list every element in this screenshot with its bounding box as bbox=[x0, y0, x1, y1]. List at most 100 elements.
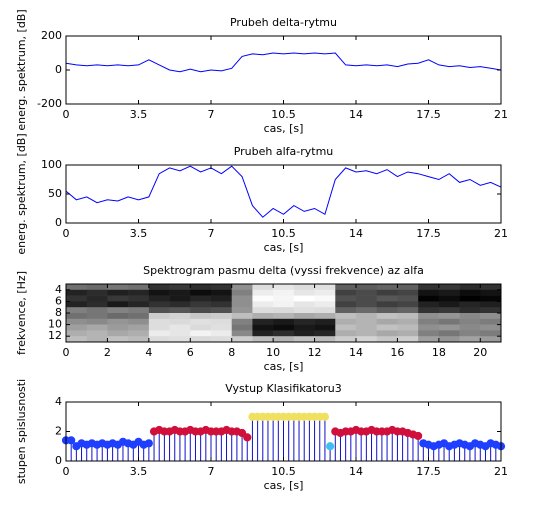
heatmap-cell bbox=[356, 307, 378, 314]
heatmap-cell bbox=[418, 289, 440, 296]
heatmap-cell bbox=[480, 301, 502, 308]
heatmap-cell bbox=[107, 318, 129, 325]
heatmap-cell bbox=[418, 318, 440, 325]
heatmap-cell bbox=[293, 324, 315, 331]
y-axis-label: stupen spislusnosti bbox=[15, 379, 28, 484]
heatmap-cell bbox=[148, 336, 170, 343]
x-tick-label: 0 bbox=[63, 108, 70, 121]
heatmap-cell bbox=[252, 330, 274, 337]
heatmap-cell bbox=[66, 289, 88, 296]
x-tick-label: 3.5 bbox=[130, 227, 148, 240]
heatmap-cell bbox=[66, 318, 88, 325]
heatmap-cell bbox=[148, 330, 170, 337]
x-tick-label: 10.5 bbox=[271, 108, 296, 121]
x-tick-label: 8 bbox=[228, 346, 235, 359]
heatmap-cell bbox=[231, 336, 253, 343]
heatmap-cell bbox=[252, 313, 274, 320]
heatmap-cell bbox=[335, 324, 357, 331]
x-tick-label: 3.5 bbox=[130, 108, 148, 121]
heatmap-cell bbox=[356, 313, 378, 320]
heatmap-cell bbox=[211, 313, 233, 320]
heatmap-cell bbox=[107, 289, 129, 296]
heatmap-cell bbox=[418, 324, 440, 331]
heatmap-cell bbox=[128, 324, 150, 331]
heatmap-cell bbox=[438, 336, 460, 343]
heatmap-cell bbox=[376, 307, 398, 314]
heatmap-cell bbox=[148, 307, 170, 314]
heatmap-cell bbox=[148, 301, 170, 308]
heatmap-cell bbox=[376, 336, 398, 343]
heatmap-cell bbox=[231, 313, 253, 320]
x-axis-label: cas, [s] bbox=[264, 479, 304, 492]
x-axis-label: cas, [s] bbox=[264, 241, 304, 254]
heatmap-cell bbox=[459, 313, 481, 320]
heatmap-cell bbox=[335, 284, 357, 291]
x-tick-label: 7 bbox=[208, 465, 215, 478]
heatmap-cell bbox=[480, 318, 502, 325]
heatmap-cell bbox=[148, 284, 170, 291]
x-tick-label: 10.5 bbox=[271, 465, 296, 478]
x-tick-label: 14 bbox=[349, 108, 363, 121]
heatmap-cell bbox=[128, 301, 150, 308]
heatmap-cell bbox=[480, 336, 502, 343]
heatmap-cell bbox=[148, 289, 170, 296]
axes-box bbox=[65, 35, 502, 105]
heatmap-cell bbox=[293, 295, 315, 302]
heatmap-cell bbox=[148, 295, 170, 302]
heatmap-cell bbox=[356, 336, 378, 343]
heatmap-cell bbox=[376, 313, 398, 320]
heatmap-cell bbox=[459, 324, 481, 331]
x-tick-label: 18 bbox=[432, 346, 446, 359]
heatmap-cell bbox=[252, 301, 274, 308]
heatmap-cell bbox=[169, 336, 191, 343]
heatmap-cell bbox=[438, 295, 460, 302]
heatmap-cell bbox=[211, 318, 233, 325]
heatmap-cell bbox=[314, 307, 336, 314]
heatmap-cell bbox=[107, 336, 129, 343]
heatmap-cell bbox=[293, 313, 315, 320]
heatmap-cell bbox=[418, 307, 440, 314]
heatmap-cell bbox=[438, 318, 460, 325]
heatmap-cell bbox=[66, 295, 88, 302]
heatmap-cell bbox=[211, 289, 233, 296]
heatmap-cell bbox=[438, 284, 460, 291]
heatmap-cell bbox=[211, 301, 233, 308]
x-tick-label: 7 bbox=[208, 227, 215, 240]
heatmap-cell bbox=[190, 301, 212, 308]
heatmap-cell bbox=[397, 330, 419, 337]
heatmap-cell bbox=[480, 295, 502, 302]
y-tick-label: 200 bbox=[41, 29, 62, 42]
heatmap-cell bbox=[459, 330, 481, 337]
heatmap-cell bbox=[418, 330, 440, 337]
heatmap-cell bbox=[66, 330, 88, 337]
heatmap-cell bbox=[314, 330, 336, 337]
heatmap-cell bbox=[418, 295, 440, 302]
y-tick-label: 4 bbox=[55, 395, 62, 408]
x-tick-label: 17.5 bbox=[416, 227, 441, 240]
heatmap-cell bbox=[314, 336, 336, 343]
heatmap-cell bbox=[252, 284, 274, 291]
heatmap-cell bbox=[335, 330, 357, 337]
heatmap-cell bbox=[314, 324, 336, 331]
heatmap-cell bbox=[169, 295, 191, 302]
stem-marker bbox=[243, 433, 252, 442]
heatmap-cell bbox=[459, 318, 481, 325]
heatmap-cell bbox=[397, 289, 419, 296]
stem-marker bbox=[326, 442, 335, 451]
heatmap-cell bbox=[438, 289, 460, 296]
heatmap-cell bbox=[190, 336, 212, 343]
heatmap-cell bbox=[356, 318, 378, 325]
heatmap-cell bbox=[107, 330, 129, 337]
heatmap-cell bbox=[273, 295, 295, 302]
x-tick-label: 0 bbox=[63, 465, 70, 478]
heatmap-cell bbox=[86, 307, 108, 314]
heatmap-cell bbox=[273, 301, 295, 308]
heatmap-cell bbox=[293, 284, 315, 291]
y-tick-label: 6 bbox=[55, 294, 62, 307]
x-tick-label: 21 bbox=[494, 227, 508, 240]
heatmap-cell bbox=[335, 313, 357, 320]
heatmap-cell bbox=[211, 307, 233, 314]
heatmap-cell bbox=[107, 295, 129, 302]
heatmap-cell bbox=[273, 289, 295, 296]
